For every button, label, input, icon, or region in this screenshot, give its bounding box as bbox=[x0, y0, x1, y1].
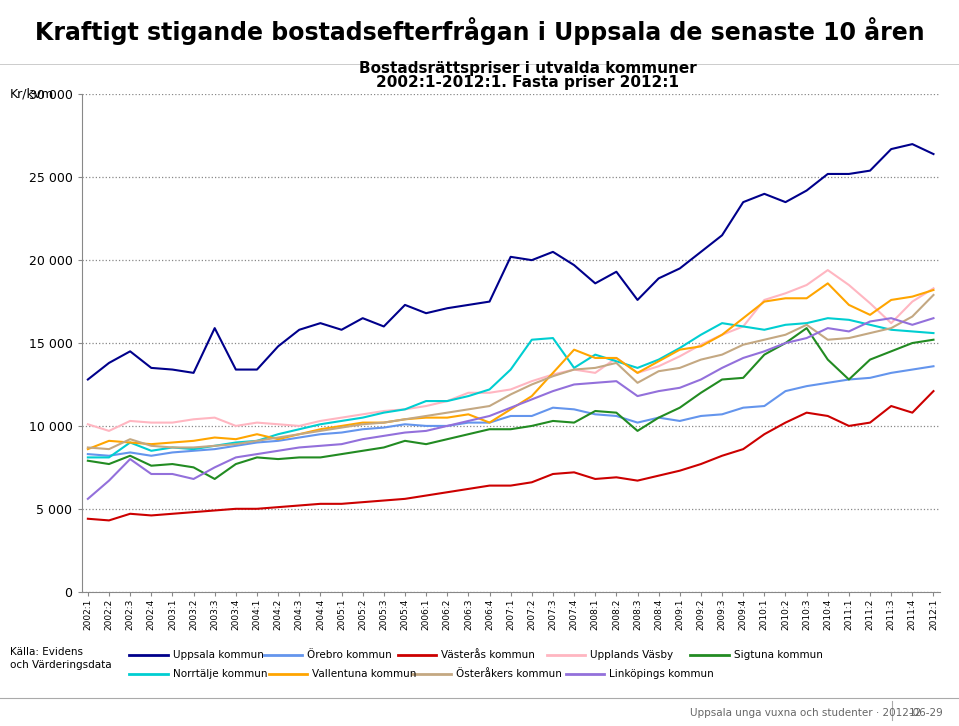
Text: 12: 12 bbox=[909, 708, 923, 718]
Text: Kraftigt stigande bostadsefterfrågan i Uppsala de senaste 10 åren: Kraftigt stigande bostadsefterfrågan i U… bbox=[35, 17, 924, 45]
Text: 2002:1-2012:1. Fasta priser 2012:1: 2002:1-2012:1. Fasta priser 2012:1 bbox=[376, 75, 679, 90]
Text: Norrtälje kommun: Norrtälje kommun bbox=[173, 669, 268, 679]
Text: Linköpings kommun: Linköpings kommun bbox=[609, 669, 713, 679]
Text: Källa: Evidens
och Värderingsdata: Källa: Evidens och Värderingsdata bbox=[10, 647, 111, 670]
Text: Sigtuna kommun: Sigtuna kommun bbox=[734, 650, 823, 660]
Text: Österåkers kommun: Österåkers kommun bbox=[456, 669, 561, 679]
Text: Uppsala kommun: Uppsala kommun bbox=[173, 650, 264, 660]
Text: Västerås kommun: Västerås kommun bbox=[441, 650, 535, 660]
Text: Uppsala unga vuxna och studenter · 2012-06-29: Uppsala unga vuxna och studenter · 2012-… bbox=[690, 708, 944, 718]
Text: Örebro kommun: Örebro kommun bbox=[307, 650, 391, 660]
Text: Bostadsrättspriser i utvalda kommuner: Bostadsrättspriser i utvalda kommuner bbox=[359, 60, 696, 76]
Text: Upplands Väsby: Upplands Väsby bbox=[590, 650, 673, 660]
Text: Vallentuna kommun: Vallentuna kommun bbox=[312, 669, 416, 679]
Text: Kr/kvm: Kr/kvm bbox=[10, 88, 54, 101]
